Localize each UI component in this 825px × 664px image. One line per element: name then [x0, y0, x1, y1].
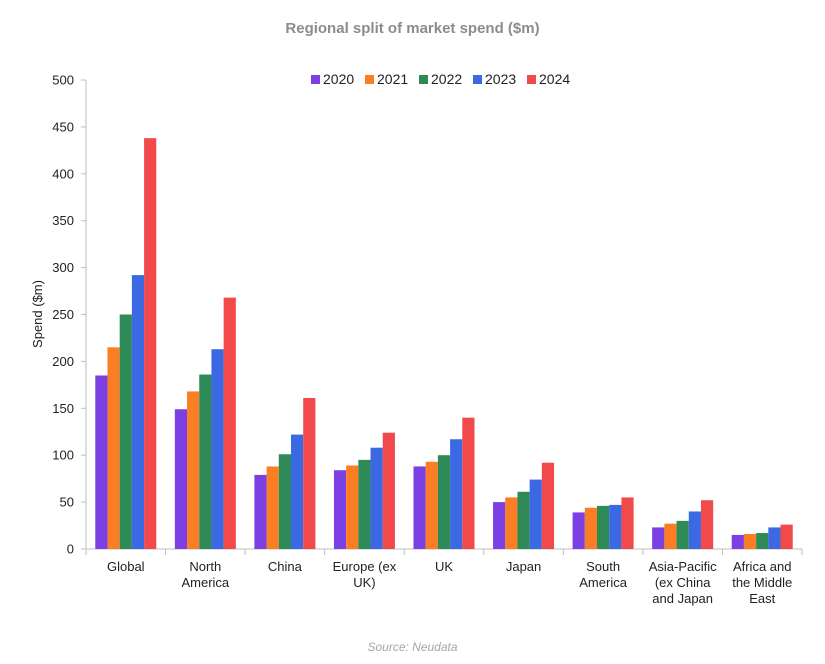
legend-swatch: [311, 75, 320, 84]
bar-2023: [370, 447, 383, 549]
source-note: Source: Neudata: [367, 640, 458, 654]
bar-2020: [493, 502, 506, 549]
bar-2024: [700, 500, 714, 549]
bar-2020: [413, 466, 426, 549]
bar-2023: [688, 511, 701, 549]
legend-entry: 2020: [323, 71, 354, 87]
bar-2020: [731, 534, 744, 549]
bars: [95, 138, 793, 549]
bar-2020: [333, 470, 347, 549]
x-category-label: China: [268, 559, 303, 574]
bar-2022: [358, 459, 371, 549]
x-category-label: Europe (ex UK): [333, 559, 397, 590]
bar-2022: [756, 533, 769, 549]
bar-2020: [95, 375, 108, 549]
legend-entry: 2022: [431, 71, 462, 87]
bar-2024: [382, 432, 395, 549]
bar-2024: [541, 462, 555, 549]
y-tick-label: 150: [52, 401, 74, 416]
legend-swatch: [365, 75, 374, 84]
y-tick-label: 0: [67, 542, 74, 557]
y-tick-label: 300: [52, 260, 74, 275]
legend-entry: 2023: [485, 71, 516, 87]
y-tick-label: 500: [52, 73, 74, 88]
bar-2022: [676, 520, 689, 549]
y-tick-label: 200: [52, 354, 74, 369]
bar-2022: [597, 505, 610, 549]
bar-2020: [572, 512, 585, 549]
bar-2024: [780, 524, 793, 549]
x-category-label: South America: [579, 559, 627, 590]
bar-2022: [199, 374, 212, 549]
bar-2021: [584, 507, 598, 549]
legend-swatch: [527, 75, 536, 84]
x-axis: Global North America China Europe (ex UK) UK Ja…: [85, 548, 803, 606]
y-axis: 0 50 100 150 200 250 300 350 400 450 500: [52, 73, 87, 557]
bar-2024: [621, 497, 634, 549]
bar-2022: [517, 491, 530, 549]
bar-2024: [303, 397, 316, 549]
bar-2023: [131, 275, 145, 549]
legend-swatch: [419, 75, 428, 84]
bar-2021: [425, 461, 438, 549]
legend-entry: 2024: [539, 71, 570, 87]
bar-2020: [254, 474, 267, 549]
bar-2020: [174, 409, 188, 549]
legend-entry: 2021: [377, 71, 408, 87]
bar-2023: [450, 439, 463, 549]
y-tick-label: 250: [52, 307, 74, 322]
y-tick-label: 400: [52, 166, 74, 181]
bar-2023: [211, 349, 224, 549]
bar-2021: [664, 523, 677, 549]
bar-2021: [266, 466, 279, 549]
bar-2024: [144, 138, 157, 549]
bar-2023: [768, 527, 781, 549]
bar-2021: [743, 533, 757, 549]
y-tick-label: 100: [52, 448, 74, 463]
x-category-label: Asia-Pacific (ex China and Japan: [649, 559, 717, 606]
y-tick-label: 350: [52, 213, 74, 228]
x-category-label: UK: [435, 559, 453, 574]
bar-2021: [505, 497, 518, 549]
bar-2020: [652, 527, 665, 549]
bar-2022: [119, 314, 132, 549]
bar-2022: [278, 454, 291, 549]
y-tick-label: 50: [60, 495, 74, 510]
x-category-label: Global: [107, 559, 145, 574]
x-category-label: Japan: [506, 559, 541, 574]
legend: 2020 2021 2022 2023 2024: [311, 71, 570, 87]
bar-2021: [346, 465, 359, 549]
legend-swatch: [473, 75, 482, 84]
bar-2024: [223, 297, 236, 549]
bar-2021: [107, 347, 120, 549]
bar-2022: [437, 455, 451, 549]
bar-2023: [609, 504, 622, 549]
bar-2024: [462, 417, 475, 549]
bar-2023: [529, 479, 542, 549]
x-category-label: North America: [181, 559, 229, 590]
bar-2023: [290, 434, 304, 549]
y-tick-label: 450: [52, 119, 74, 134]
bar-2021: [187, 391, 200, 549]
y-axis-title: Spend ($m): [30, 280, 45, 348]
x-category-label: Africa and the Middle East: [732, 559, 792, 606]
chart-title: Regional split of market spend ($m): [285, 20, 540, 37]
